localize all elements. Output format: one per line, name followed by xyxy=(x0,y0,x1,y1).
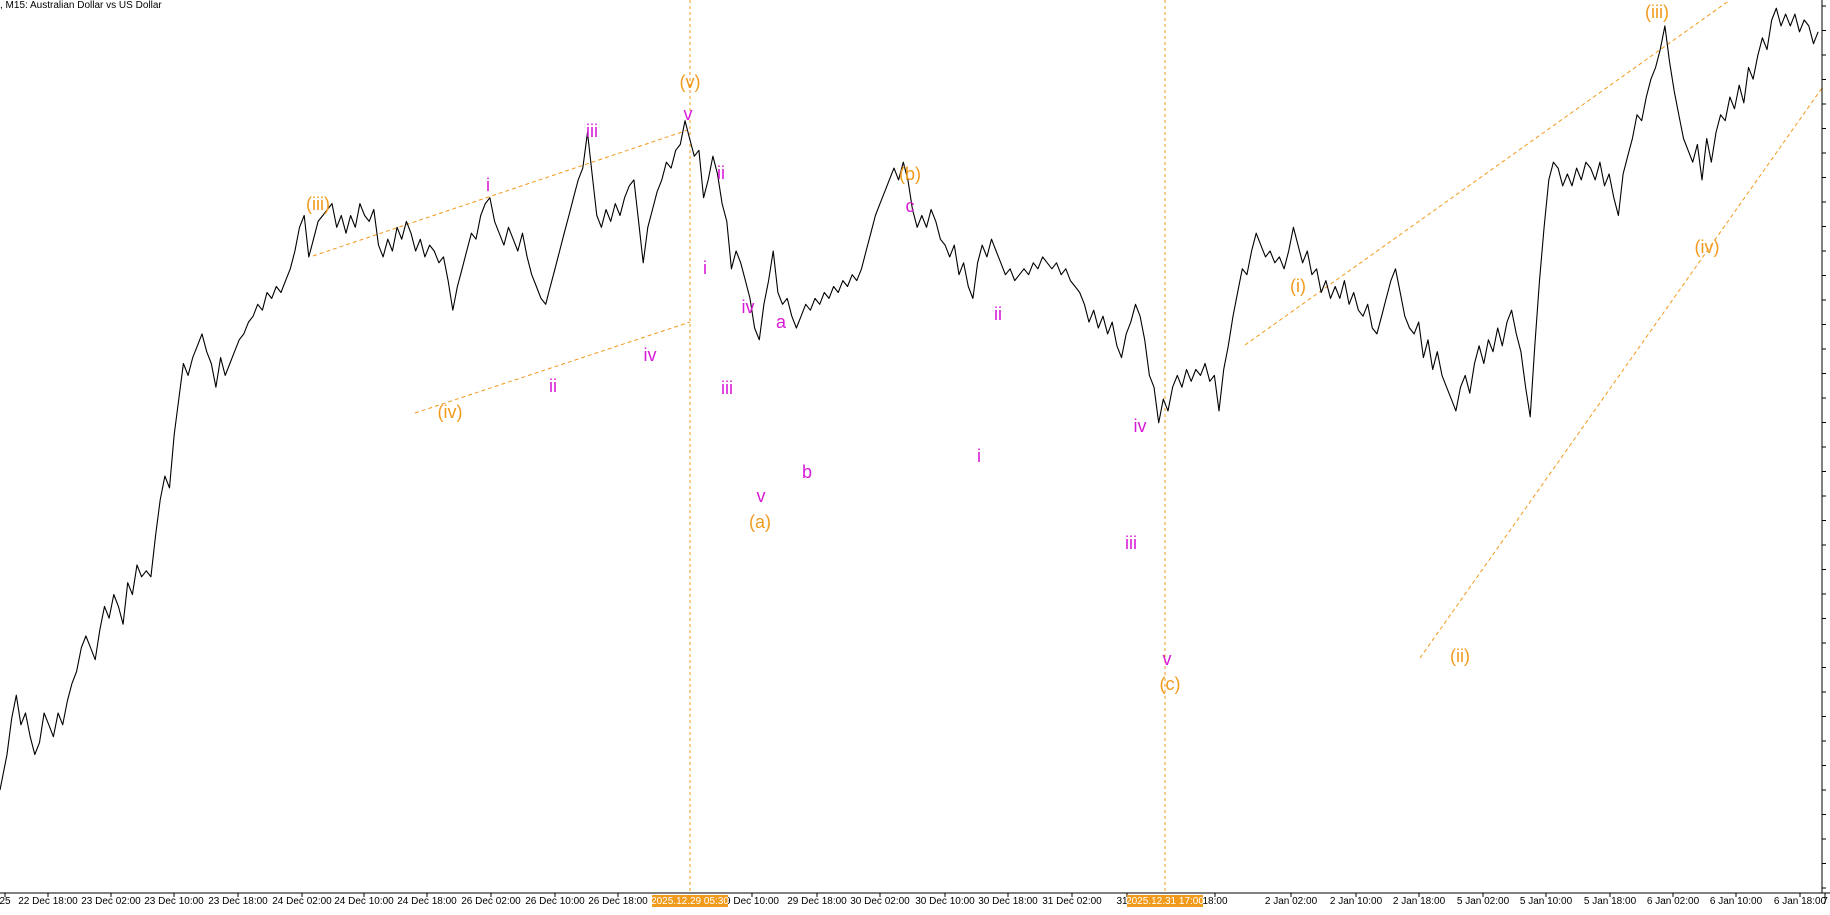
x-tick-label: 6 Jan 10:00 xyxy=(1710,896,1763,907)
x-tick-label: 2 Jan 02:00 xyxy=(1265,896,1318,907)
wave-label-major: (b) xyxy=(899,164,921,184)
wave-label-minor: iv xyxy=(644,345,657,365)
right-price-scale xyxy=(1821,0,1826,893)
wave-label-minor: v xyxy=(1163,649,1172,669)
channel-line-1 xyxy=(312,129,689,257)
x-tick-label: 30 Dec 10:00 xyxy=(915,896,975,907)
wave-label-minor: a xyxy=(776,312,787,332)
price-series xyxy=(0,7,1819,791)
wave-label-minor: iii xyxy=(586,121,598,141)
wave-label-minor: i xyxy=(977,446,981,466)
time-highlight-label: 2025.12.29 05:30 xyxy=(651,896,729,907)
chart-title: , M15: Australian Dollar vs US Dollar xyxy=(0,0,162,11)
channel-line-4 xyxy=(1419,87,1823,659)
x-tick-label: 6 Jan 18:00 xyxy=(1774,896,1827,907)
wave-label-major: (ii) xyxy=(1450,646,1470,666)
x-tick-label: 30 Dec 02:00 xyxy=(850,896,910,907)
x-tick-label: 9 Dec 10:00 xyxy=(725,896,779,907)
wave-label-minor: v xyxy=(757,486,766,506)
x-tick-label: 24 Dec 18:00 xyxy=(397,896,457,907)
x-axis: 25 22 Dec 18:00 23 Dec 02:00 23 Dec 10:00 23… xyxy=(0,892,1830,907)
price-line xyxy=(0,7,1819,791)
wave-label-minor: ii xyxy=(549,376,557,396)
x-tick-label: 5 Jan 10:00 xyxy=(1520,896,1573,907)
x-tick-label: 18:00 xyxy=(1202,896,1227,907)
wave-label-minor: iii xyxy=(1125,533,1137,553)
x-tick-label: 30 Dec 18:00 xyxy=(978,896,1038,907)
wave-label-minor: iv xyxy=(742,297,755,317)
wave-label-major: (v) xyxy=(680,72,701,92)
x-tick-label: 7 xyxy=(1822,896,1828,907)
wave-label-minor: ii xyxy=(717,163,725,183)
wave-label-major: (i) xyxy=(1290,276,1306,296)
time-highlight-label: 2025.12.31 17:00 xyxy=(1126,896,1204,907)
x-tick-label: 5 Jan 18:00 xyxy=(1584,896,1637,907)
vertical-markers xyxy=(689,0,1166,893)
x-tick-label: 26 Dec 02:00 xyxy=(461,896,521,907)
channel-line-2 xyxy=(414,321,691,414)
channel-line-3 xyxy=(1244,0,1731,346)
wave-label-minor: b xyxy=(802,462,812,482)
wave-label-minor: i xyxy=(486,175,490,195)
x-tick-label: 25 xyxy=(0,896,11,907)
wave-label-major: (iv) xyxy=(438,402,463,422)
wave-label-minor: c xyxy=(906,196,915,216)
x-tick-label: 2 Jan 10:00 xyxy=(1330,896,1383,907)
time-highlight-box xyxy=(652,895,728,907)
wave-label-minor: i xyxy=(703,258,707,278)
x-tick-label: 5 Jan 02:00 xyxy=(1457,896,1510,907)
x-tick-label: 24 Dec 02:00 xyxy=(272,896,332,907)
wave-label-major: (iii) xyxy=(1645,2,1669,22)
channel-lines xyxy=(312,0,1823,659)
x-tick-label: 22 Dec 18:00 xyxy=(18,896,78,907)
x-tick-label: 6 Jan 02:00 xyxy=(1647,896,1700,907)
wave-label-minor: iv xyxy=(1134,416,1147,436)
time-highlight-box xyxy=(1127,895,1203,907)
wave-label-minor: iii xyxy=(721,378,733,398)
wave-label-major: (iii) xyxy=(306,194,330,214)
wave-labels: (iii)(iv)(v)(a)(b)(c)(i)(ii)(iii)(iv)iii… xyxy=(306,2,1720,694)
wave-label-major: (a) xyxy=(749,512,771,532)
wave-label-minor: v xyxy=(684,104,693,124)
x-tick-label: 23 Dec 02:00 xyxy=(81,896,141,907)
x-tick-label: 26 Dec 18:00 xyxy=(588,896,648,907)
x-tick-label: 26 Dec 10:00 xyxy=(525,896,585,907)
x-tick-label: 23 Dec 18:00 xyxy=(208,896,268,907)
x-tick-label: 31 Dec 02:00 xyxy=(1042,896,1102,907)
wave-label-minor: ii xyxy=(994,304,1002,324)
x-tick-label: 24 Dec 10:00 xyxy=(334,896,394,907)
x-tick-label: 2 Jan 18:00 xyxy=(1393,896,1446,907)
x-tick-label: 29 Dec 18:00 xyxy=(787,896,847,907)
wave-label-major: (iv) xyxy=(1695,237,1720,257)
wave-label-major: (c) xyxy=(1160,674,1181,694)
x-tick-label: 23 Dec 10:00 xyxy=(144,896,204,907)
